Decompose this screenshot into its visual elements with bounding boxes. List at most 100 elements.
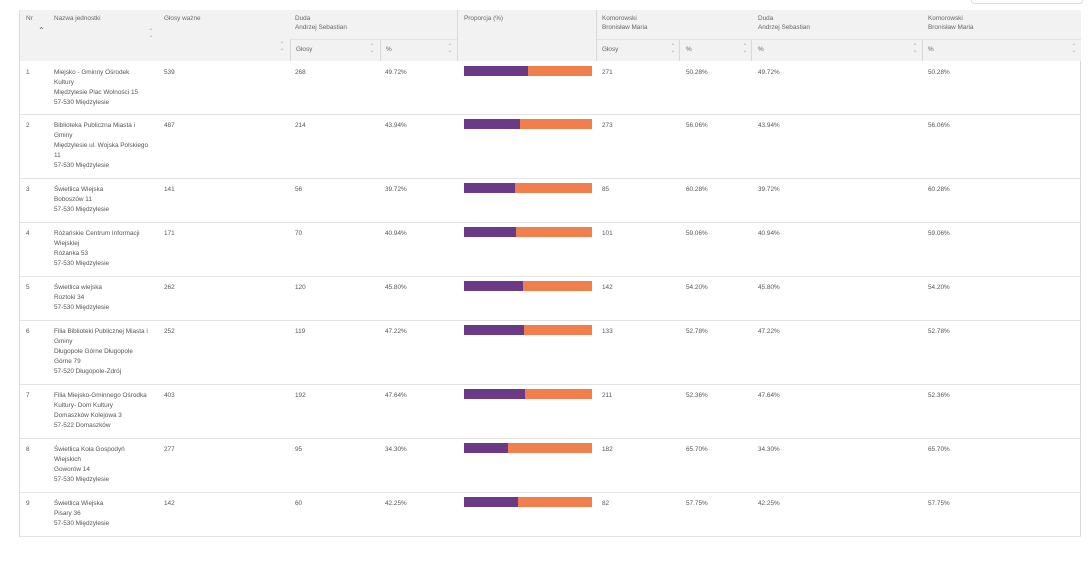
cell-kom-pct: 65.70% bbox=[686, 446, 708, 453]
proportion-bar-duda bbox=[464, 66, 528, 76]
sub-header-votes[interactable]: Głosy bbox=[602, 46, 619, 53]
results-table: Nr ⌃ Nazwa jednostki ⌃ ⌄ Głosy ważne ⌃ ⌄ D… bbox=[19, 10, 1081, 537]
proportion-bar-komorowski bbox=[524, 389, 592, 399]
cell-duda-pct: 47.22% bbox=[385, 328, 407, 335]
cell-unit-name: Biblioteka Publiczna Miasta i Gminy Między… bbox=[54, 121, 148, 171]
cell-kom-pct: 57.75% bbox=[686, 500, 708, 507]
cell-duda-pct2: 49.72% bbox=[758, 69, 780, 76]
candidate-first-names: Bronisław Maria bbox=[928, 24, 974, 31]
cell-kom-votes: 101 bbox=[602, 230, 613, 237]
col-header-nr[interactable]: Nr bbox=[26, 15, 33, 22]
unit-name-line: Górne 79 bbox=[54, 357, 81, 365]
cell-kom-pct2: 52.78% bbox=[928, 328, 950, 335]
cell-duda-pct: 45.80% bbox=[385, 284, 407, 291]
cell-nr: 5 bbox=[26, 284, 30, 291]
cell-kom-pct: 54.20% bbox=[686, 284, 708, 291]
cell-kom-pct: 60.28% bbox=[686, 186, 708, 193]
cell-kom-pct: 50.28% bbox=[686, 69, 708, 76]
sort-icon[interactable]: ⌃ ⌄ bbox=[279, 42, 285, 52]
proportion-bar bbox=[464, 443, 592, 453]
row-divider bbox=[20, 320, 1081, 321]
cell-unit-name: Filia Miejsko-Gminnego Ośrodka Kultury- D… bbox=[54, 391, 147, 431]
sort-up-icon[interactable]: ⌃ bbox=[38, 26, 45, 35]
cell-valid: 142 bbox=[164, 500, 175, 507]
sub-header-pct[interactable]: % bbox=[386, 46, 392, 53]
cell-kom-pct: 52.36% bbox=[686, 392, 708, 399]
proportion-bar-duda bbox=[464, 119, 521, 129]
unit-name-line: Międzylesie ul. Wojska Polskiego bbox=[54, 141, 149, 149]
unit-name-line: Długopole Górne Długopole bbox=[54, 347, 133, 355]
cell-kom-votes: 133 bbox=[602, 328, 613, 335]
unit-name-line: Kultury bbox=[54, 78, 74, 86]
unit-name-line: 57-530 Międzylesie bbox=[54, 98, 110, 106]
proportion-bar bbox=[464, 281, 592, 291]
cell-duda-votes: 56 bbox=[295, 186, 303, 193]
proportion-bar-duda bbox=[464, 389, 525, 399]
sort-icon[interactable]: ⌃ ⌄ bbox=[447, 44, 453, 54]
unit-name-line: Międzylesie Plac Wolności 15 bbox=[54, 88, 139, 96]
cell-kom-votes: 82 bbox=[602, 500, 610, 507]
cell-unit-name: Świetlica Koła Gospodyń Wiejskich Goworów … bbox=[54, 445, 125, 485]
unit-name-line: Boboszów 11 bbox=[54, 195, 92, 203]
cell-duda-votes: 95 bbox=[295, 446, 303, 453]
proportion-bar bbox=[464, 66, 592, 76]
sub-header-votes[interactable]: Głosy bbox=[296, 46, 313, 53]
cell-kom-pct2: 59.06% bbox=[928, 230, 950, 237]
cell-duda-pct2: 39.72% bbox=[758, 186, 780, 193]
cell-unit-name: Filia Biblioteki Publicznej Miasta i Gmin… bbox=[54, 327, 148, 377]
sub-header-pct[interactable]: % bbox=[758, 46, 764, 53]
cell-valid: 539 bbox=[164, 69, 175, 76]
cell-duda-pct2: 47.64% bbox=[758, 392, 780, 399]
row-divider bbox=[20, 438, 1081, 439]
sort-icon[interactable]: ⌃ ⌄ bbox=[148, 29, 154, 39]
candidate-surname: Komorowski bbox=[602, 15, 637, 22]
col-header-duda-2: Duda Andrzej Sebastian bbox=[758, 14, 810, 32]
cell-kom-pct2: 50.28% bbox=[928, 69, 950, 76]
cell-duda-pct: 43.94% bbox=[385, 122, 407, 129]
unit-name-line: 57-522 Domaszków bbox=[54, 421, 111, 429]
proportion-bar bbox=[464, 325, 592, 335]
unit-name-line: Pisary 36 bbox=[54, 509, 81, 517]
sub-header-pct[interactable]: % bbox=[686, 46, 692, 53]
col-header-komorowski: Komorowski Bronisław Maria bbox=[602, 14, 647, 32]
cell-nr: 8 bbox=[26, 446, 30, 453]
row-divider bbox=[20, 492, 1081, 493]
unit-name-line: Kultury- Dom Kultury bbox=[54, 401, 113, 409]
sort-icon[interactable]: ⌃ ⌄ bbox=[369, 44, 375, 54]
unit-name-line: Roztoki 34 bbox=[54, 293, 85, 301]
proportion-bar bbox=[464, 227, 592, 237]
header-divider bbox=[596, 39, 1081, 40]
proportion-bar-komorowski bbox=[520, 119, 592, 129]
col-header-duda: Duda Andrzej Sebastian bbox=[295, 14, 347, 32]
col-header-valid[interactable]: Głosy ważne bbox=[164, 15, 201, 22]
proportion-bar-komorowski bbox=[516, 227, 592, 237]
sort-icon[interactable]: ⌃ ⌄ bbox=[1071, 44, 1077, 54]
proportion-bar-duda bbox=[464, 325, 525, 335]
row-divider bbox=[20, 222, 1081, 223]
header-divider bbox=[290, 39, 457, 40]
cell-duda-pct2: 34.30% bbox=[758, 446, 780, 453]
cell-duda-votes: 119 bbox=[295, 328, 306, 335]
unit-name-line: Gminy bbox=[54, 131, 73, 139]
top-control[interactable] bbox=[971, 0, 1083, 4]
col-header-name[interactable]: Nazwa jednostki bbox=[54, 15, 101, 22]
sort-icon[interactable]: ⌃ ⌄ bbox=[742, 44, 748, 54]
unit-name-line: 57-520 Długopole-Zdrój bbox=[54, 367, 122, 375]
candidate-surname: Duda bbox=[295, 15, 311, 22]
cell-duda-pct: 34.30% bbox=[385, 446, 407, 453]
unit-name-line: Różańskie Centrum Informacji bbox=[54, 230, 140, 237]
unit-name-line: 57-530 Międzylesie bbox=[54, 161, 110, 169]
cell-kom-votes: 85 bbox=[602, 186, 610, 193]
unit-name-line: Filia Biblioteki Publicznej Miasta i bbox=[54, 328, 148, 335]
cell-kom-pct2: 52.36% bbox=[928, 392, 950, 399]
sort-icon[interactable]: ⌃ ⌄ bbox=[670, 44, 676, 54]
cell-kom-pct2: 60.28% bbox=[928, 186, 950, 193]
cell-unit-name: Świetlica Wiejska Boboszów 11 57-530 Międz… bbox=[54, 185, 109, 215]
sort-icon[interactable]: ⌃ ⌄ bbox=[912, 44, 918, 54]
candidate-surname: Komorowski bbox=[928, 15, 963, 22]
proportion-bar-komorowski bbox=[527, 66, 592, 76]
sub-header-pct[interactable]: % bbox=[928, 46, 934, 53]
header-vline bbox=[679, 39, 680, 61]
proportion-bar bbox=[464, 183, 592, 193]
cell-duda-pct: 40.94% bbox=[385, 230, 407, 237]
